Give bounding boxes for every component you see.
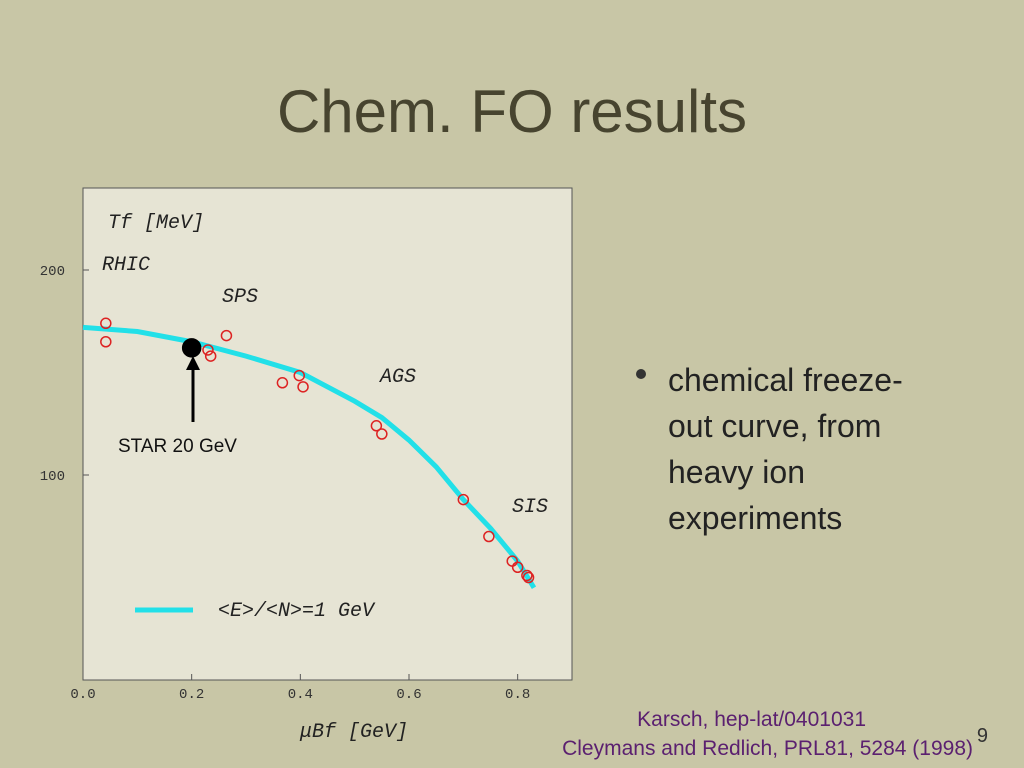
plot-frame bbox=[82, 187, 573, 681]
x-tick-label: 0.0 bbox=[70, 687, 95, 703]
bullet-dot bbox=[636, 369, 646, 379]
data-point bbox=[376, 428, 388, 440]
annotation: STAR 20 GeV bbox=[118, 436, 237, 457]
annotation: RHIC bbox=[102, 254, 150, 277]
slide-title: Chem. FO results bbox=[277, 78, 747, 145]
bullet-line: out curve, from bbox=[668, 408, 881, 444]
data-point bbox=[202, 344, 214, 356]
data-point bbox=[100, 317, 112, 330]
arrow-head bbox=[186, 356, 200, 370]
page-number: 9 bbox=[977, 725, 988, 747]
citation: Karsch, hep-lat/0401031 bbox=[637, 708, 866, 731]
data-point bbox=[457, 493, 470, 506]
data-point bbox=[521, 569, 533, 582]
plot: 0.0 0.2 0.4 0.6 0.8 100 200 Tf [MeV] μBf [GeV] RH… bbox=[40, 212, 548, 744]
bullet-line: heavy ion bbox=[668, 454, 805, 490]
bullet-line: chemical freeze- bbox=[668, 362, 903, 398]
data-point bbox=[297, 381, 309, 393]
annotation: SPS bbox=[222, 286, 258, 309]
y-axis-label: Tf [MeV] bbox=[108, 212, 204, 235]
x-tick-label: 0.2 bbox=[179, 687, 204, 703]
data-point bbox=[181, 338, 202, 358]
y-tick-label: 100 bbox=[40, 469, 65, 485]
data-point bbox=[293, 369, 305, 382]
y-tick-label: 200 bbox=[40, 264, 65, 280]
data-point bbox=[522, 571, 535, 584]
x-tick-label: 0.8 bbox=[505, 687, 530, 703]
data-point bbox=[276, 377, 289, 389]
data-point bbox=[511, 561, 524, 573]
x-axis-label: μBf [GeV] bbox=[299, 721, 408, 744]
legend-label: <E>/<N>=1 GeV bbox=[218, 600, 376, 623]
data-point bbox=[204, 350, 217, 362]
citation: Cleymans and Redlich, PRL81, 5284 (1998) bbox=[562, 737, 973, 760]
bullet-text: chemical freeze-out curve, from heavy ion… bbox=[668, 362, 903, 536]
x-tick-label: 0.4 bbox=[288, 687, 313, 703]
annotation: AGS bbox=[378, 366, 416, 389]
x-tick-label: 0.6 bbox=[396, 687, 421, 703]
annotation: SIS bbox=[512, 496, 548, 519]
data-point bbox=[483, 530, 495, 543]
bullet-line: experiments bbox=[668, 500, 842, 536]
data-point bbox=[220, 329, 233, 342]
data-point bbox=[100, 336, 112, 348]
data-point bbox=[370, 420, 383, 432]
